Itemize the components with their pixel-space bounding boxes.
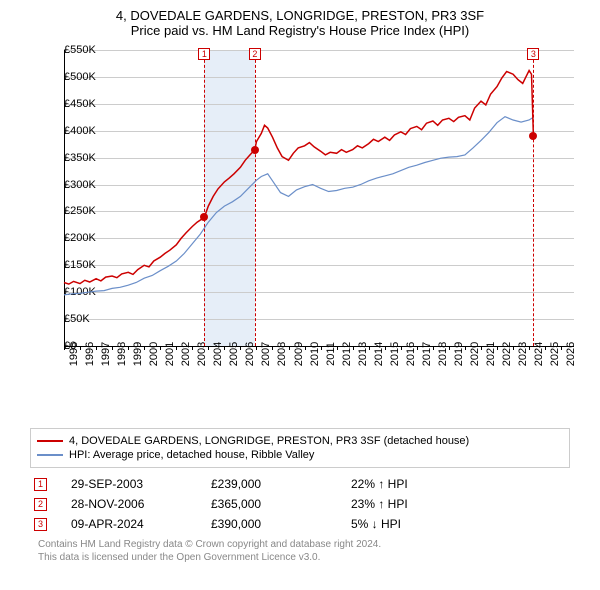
marker-price: £365,000 — [211, 497, 351, 511]
marker-badge: 1 — [34, 478, 47, 491]
marker-row: 3 09-APR-2024 £390,000 5% ↓ HPI — [30, 514, 570, 534]
marker-badge: 3 — [34, 518, 47, 531]
series-svg — [20, 44, 580, 384]
series-hpi — [64, 117, 533, 295]
footer-line: This data is licensed under the Open Gov… — [38, 551, 580, 564]
legend-swatch — [37, 454, 63, 456]
footer-line: Contains HM Land Registry data © Crown c… — [38, 538, 580, 551]
legend-item-hpi: HPI: Average price, detached house, Ribb… — [37, 449, 563, 461]
marker-date: 09-APR-2024 — [71, 517, 211, 531]
marker-pct: 23% ↑ HPI — [351, 497, 491, 511]
legend-item-property: 4, DOVEDALE GARDENS, LONGRIDGE, PRESTON,… — [37, 435, 563, 447]
legend-label: HPI: Average price, detached house, Ribb… — [69, 449, 314, 461]
marker-pct: 5% ↓ HPI — [351, 517, 491, 531]
marker-price: £390,000 — [211, 517, 351, 531]
marker-row: 2 28-NOV-2006 £365,000 23% ↑ HPI — [30, 494, 570, 514]
title-line-1: 4, DOVEDALE GARDENS, LONGRIDGE, PRESTON,… — [10, 8, 590, 23]
title-line-2: Price paid vs. HM Land Registry's House … — [10, 23, 590, 38]
legend-swatch — [37, 440, 63, 442]
marker-pct: 22% ↑ HPI — [351, 477, 491, 491]
marker-price: £239,000 — [211, 477, 351, 491]
marker-row: 1 29-SEP-2003 £239,000 22% ↑ HPI — [30, 474, 570, 494]
series-property — [64, 71, 533, 285]
footer: Contains HM Land Registry data © Crown c… — [38, 538, 580, 564]
marker-date: 29-SEP-2003 — [71, 477, 211, 491]
price-chart: £0£50K£100K£150K£200K£250K£300K£350K£400… — [20, 44, 580, 384]
marker-table: 1 29-SEP-2003 £239,000 22% ↑ HPI 2 28-NO… — [30, 474, 570, 534]
root: 4, DOVEDALE GARDENS, LONGRIDGE, PRESTON,… — [0, 0, 600, 590]
marker-date: 28-NOV-2006 — [71, 497, 211, 511]
legend-label: 4, DOVEDALE GARDENS, LONGRIDGE, PRESTON,… — [69, 435, 469, 447]
marker-badge: 2 — [34, 498, 47, 511]
legend: 4, DOVEDALE GARDENS, LONGRIDGE, PRESTON,… — [30, 428, 570, 468]
